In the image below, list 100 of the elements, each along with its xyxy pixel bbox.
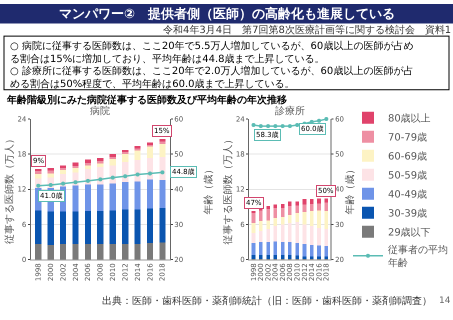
- bar: [146, 179, 154, 209]
- bar: [35, 171, 42, 174]
- point: [266, 124, 270, 128]
- point: [110, 176, 115, 180]
- bar: [48, 168, 54, 171]
- point: [61, 182, 66, 186]
- bar: [134, 150, 141, 160]
- legend-label: 30-39歳: [388, 208, 428, 220]
- bar: [252, 210, 256, 214]
- bar: [159, 180, 166, 208]
- point: [160, 170, 164, 174]
- text: 令和4年3月4日 第7回第8次医療計画等に関する検討会 資料1: [163, 24, 452, 36]
- text: ○ 病院に従事する医師数は、ここ20年で5.5万人増加しているが、60歳以上の医師が占める割合は15%に増加しており、平均年齢は44.8歳まで上昇している。: [10, 40, 414, 65]
- bar: [266, 242, 270, 255]
- point: [252, 123, 256, 128]
- bar: [252, 223, 256, 234]
- bar: [288, 242, 292, 255]
- bar: [97, 210, 104, 244]
- point: [288, 124, 292, 128]
- bar: [252, 213, 256, 224]
- point: [148, 171, 152, 176]
- point: [48, 183, 53, 188]
- legend-label: 50-59歳: [388, 170, 428, 182]
- bar: [295, 255, 300, 259]
- bar: [159, 138, 166, 142]
- bar: [310, 244, 314, 257]
- bar: [274, 241, 278, 255]
- bar: [122, 154, 128, 162]
- bar: [35, 174, 42, 179]
- bar: [72, 244, 79, 260]
- bar: [295, 202, 300, 206]
- point: [317, 118, 322, 123]
- text: ○ 診療所に従事する医師数は、ここ20年で2.0万人増加しているが、60歳以上の医師が占める割合は50%程度で、平均年齢は60.0歳まで上昇している。: [10, 65, 414, 90]
- bar: [258, 242, 263, 255]
- bar: [72, 186, 79, 212]
- bar: [159, 208, 166, 242]
- bar: [317, 245, 321, 257]
- bar: [97, 184, 104, 211]
- bar: [274, 208, 278, 218]
- bar: [252, 243, 256, 255]
- bar: [146, 208, 154, 244]
- legend-label: 60-69歳: [388, 150, 428, 163]
- legend-label: 29歳以下: [388, 226, 431, 239]
- bar: [295, 213, 300, 222]
- bar: [146, 146, 154, 158]
- bar: [302, 244, 306, 257]
- bar: [280, 254, 284, 259]
- point: [123, 174, 128, 178]
- bar: [266, 254, 270, 259]
- bar: [302, 199, 306, 204]
- text: 14: [439, 296, 451, 306]
- bar: [84, 244, 92, 260]
- bar: [274, 204, 278, 208]
- bar: [72, 168, 79, 172]
- bar: [274, 218, 278, 226]
- y-axis-title: 従事する医師数（万人）: [222, 134, 234, 244]
- bar: [159, 242, 166, 260]
- bar: [97, 244, 104, 260]
- point: [324, 117, 328, 122]
- bar: [159, 144, 166, 158]
- bar: [134, 182, 141, 210]
- chart-title: 診療所: [275, 105, 305, 117]
- bar: [266, 220, 270, 230]
- legend-label: 70-79歳: [388, 132, 428, 144]
- bar: [134, 244, 141, 260]
- bar: [288, 202, 292, 206]
- bar: [97, 164, 104, 168]
- bar: [146, 243, 154, 260]
- bar: [295, 206, 300, 214]
- bar: [258, 210, 263, 221]
- point: [295, 123, 300, 128]
- bar: [110, 210, 116, 244]
- bar: [84, 165, 92, 169]
- bar: [48, 244, 54, 260]
- bar: [280, 204, 284, 208]
- bar: [48, 170, 54, 174]
- bar: [317, 210, 321, 228]
- bar: [84, 159, 92, 163]
- bar: [324, 198, 328, 203]
- bar: [310, 199, 314, 204]
- bar: [310, 204, 314, 211]
- source-note: 出典：医師・歯科医師・薬剤師統計（旧：医師・歯科医師・薬剤師調査）: [102, 295, 432, 307]
- bar: [310, 226, 314, 245]
- bar: [122, 244, 128, 260]
- y2-axis-title: 年齢（歳）: [344, 164, 356, 214]
- text: 年齢階級別にみた病院従事する医師数及び平均年齢の年次推移: [6, 94, 287, 106]
- bar: [252, 233, 256, 244]
- bar: [48, 173, 54, 178]
- point: [280, 124, 285, 128]
- bar: [266, 209, 270, 220]
- legend-label: 80歳以上: [388, 112, 431, 125]
- bar: [310, 210, 314, 226]
- bar: [302, 212, 306, 224]
- bar: [302, 204, 306, 212]
- bar: [60, 170, 66, 174]
- bar: [110, 154, 116, 158]
- y-axis-title: 従事する医師数（万人）: [3, 134, 16, 244]
- bar: [295, 222, 300, 244]
- bar: [84, 162, 92, 166]
- bar: [35, 168, 42, 172]
